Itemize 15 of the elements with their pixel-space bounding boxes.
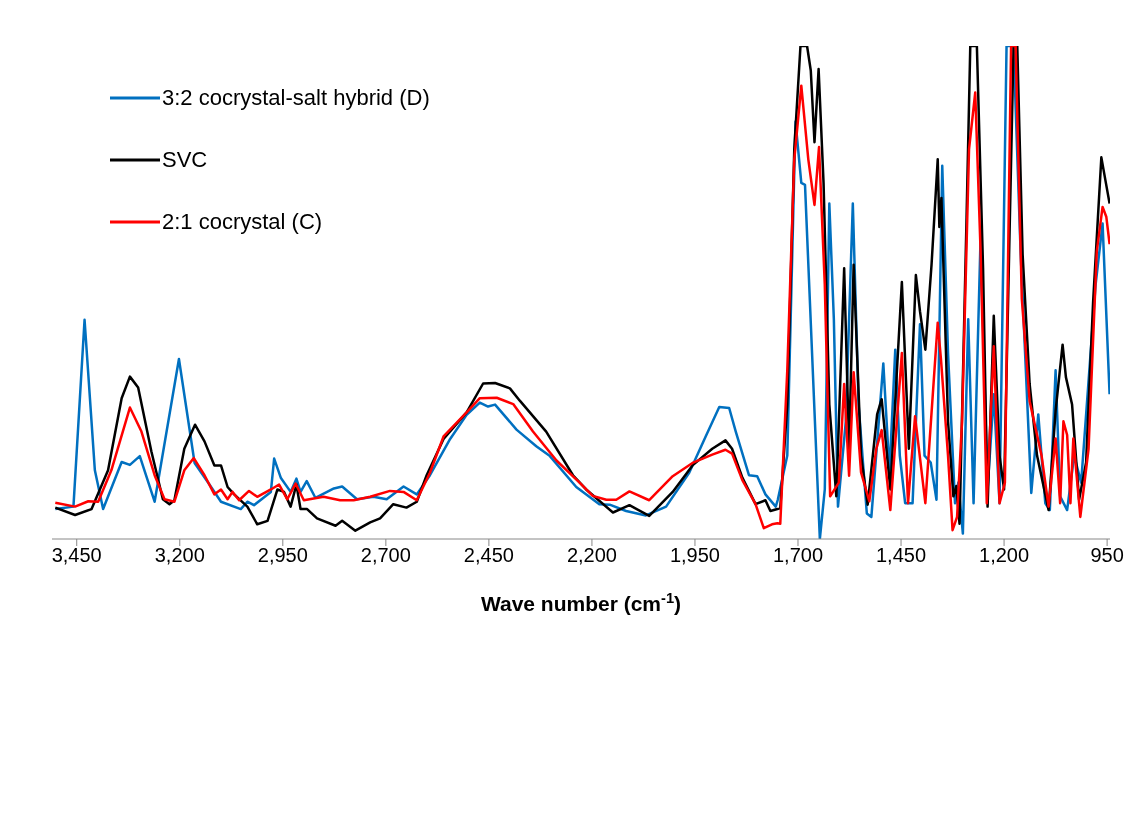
x-tick-label: 2,450	[463, 544, 514, 567]
legend-label: SVC	[162, 147, 208, 173]
x-tick-label: 2,200	[566, 544, 617, 567]
x-tick-label: 1,450	[876, 544, 927, 567]
x-tick-label: 950	[1090, 544, 1124, 567]
x-tick-label: 2,700	[360, 544, 411, 567]
x-axis-title: Wave number (cm$^{-1}$)	[480, 590, 682, 615]
x-tick-label: 2,950	[257, 544, 308, 567]
legend-label: 2:1 cocrystal (C)	[162, 209, 323, 235]
x-tick-label: 3,450	[51, 544, 102, 567]
x-tick-label: 1,700	[772, 544, 824, 567]
x-tick-label: 3,200	[154, 544, 205, 567]
legend-label: 3:2 cocrystal-salt hybrid (D)	[162, 85, 430, 111]
x-tick-label: 1,950	[669, 544, 720, 567]
x-tick-label: 1,200	[979, 544, 1030, 567]
